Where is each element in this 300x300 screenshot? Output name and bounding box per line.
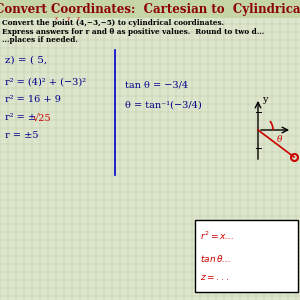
Text: tan θ = −3/4: tan θ = −3/4 — [125, 80, 188, 89]
Text: r² = (4)² + (−3)²: r² = (4)² + (−3)² — [5, 77, 86, 86]
Text: r² = 16 + 9: r² = 16 + 9 — [5, 95, 61, 104]
Text: Express answers for r and θ as positive values.  Round to two d...: Express answers for r and θ as positive … — [2, 28, 264, 36]
Text: θ: θ — [277, 136, 283, 145]
Text: √25: √25 — [33, 113, 52, 122]
Text: $r^2 = x$...: $r^2 = x$... — [200, 230, 234, 242]
Text: y: y — [262, 95, 268, 104]
Text: r² = ±: r² = ± — [5, 113, 36, 122]
Text: z) = ( 5,: z) = ( 5, — [5, 56, 47, 64]
Text: $tan\,\theta$...: $tan\,\theta$... — [200, 253, 231, 263]
Text: Convert Coordinates:  Cartesian to  Cylindrical: Convert Coordinates: Cartesian to Cylind… — [0, 2, 300, 16]
Text: $z = ...$: $z = ...$ — [200, 274, 229, 283]
Bar — [0, 0, 300, 18]
Text: Convert the point (4,−3,−5) to cylindrical coordinates.: Convert the point (4,−3,−5) to cylindric… — [2, 19, 224, 27]
Text: θ = tan⁻¹(−3/4): θ = tan⁻¹(−3/4) — [125, 100, 202, 109]
Text: ...places if needed.: ...places if needed. — [2, 36, 78, 44]
Text: y: y — [66, 16, 70, 21]
Bar — [195, 220, 298, 292]
Text: x: x — [56, 16, 58, 21]
Text: r = ±5: r = ±5 — [5, 131, 38, 140]
Text: z: z — [76, 16, 80, 20]
